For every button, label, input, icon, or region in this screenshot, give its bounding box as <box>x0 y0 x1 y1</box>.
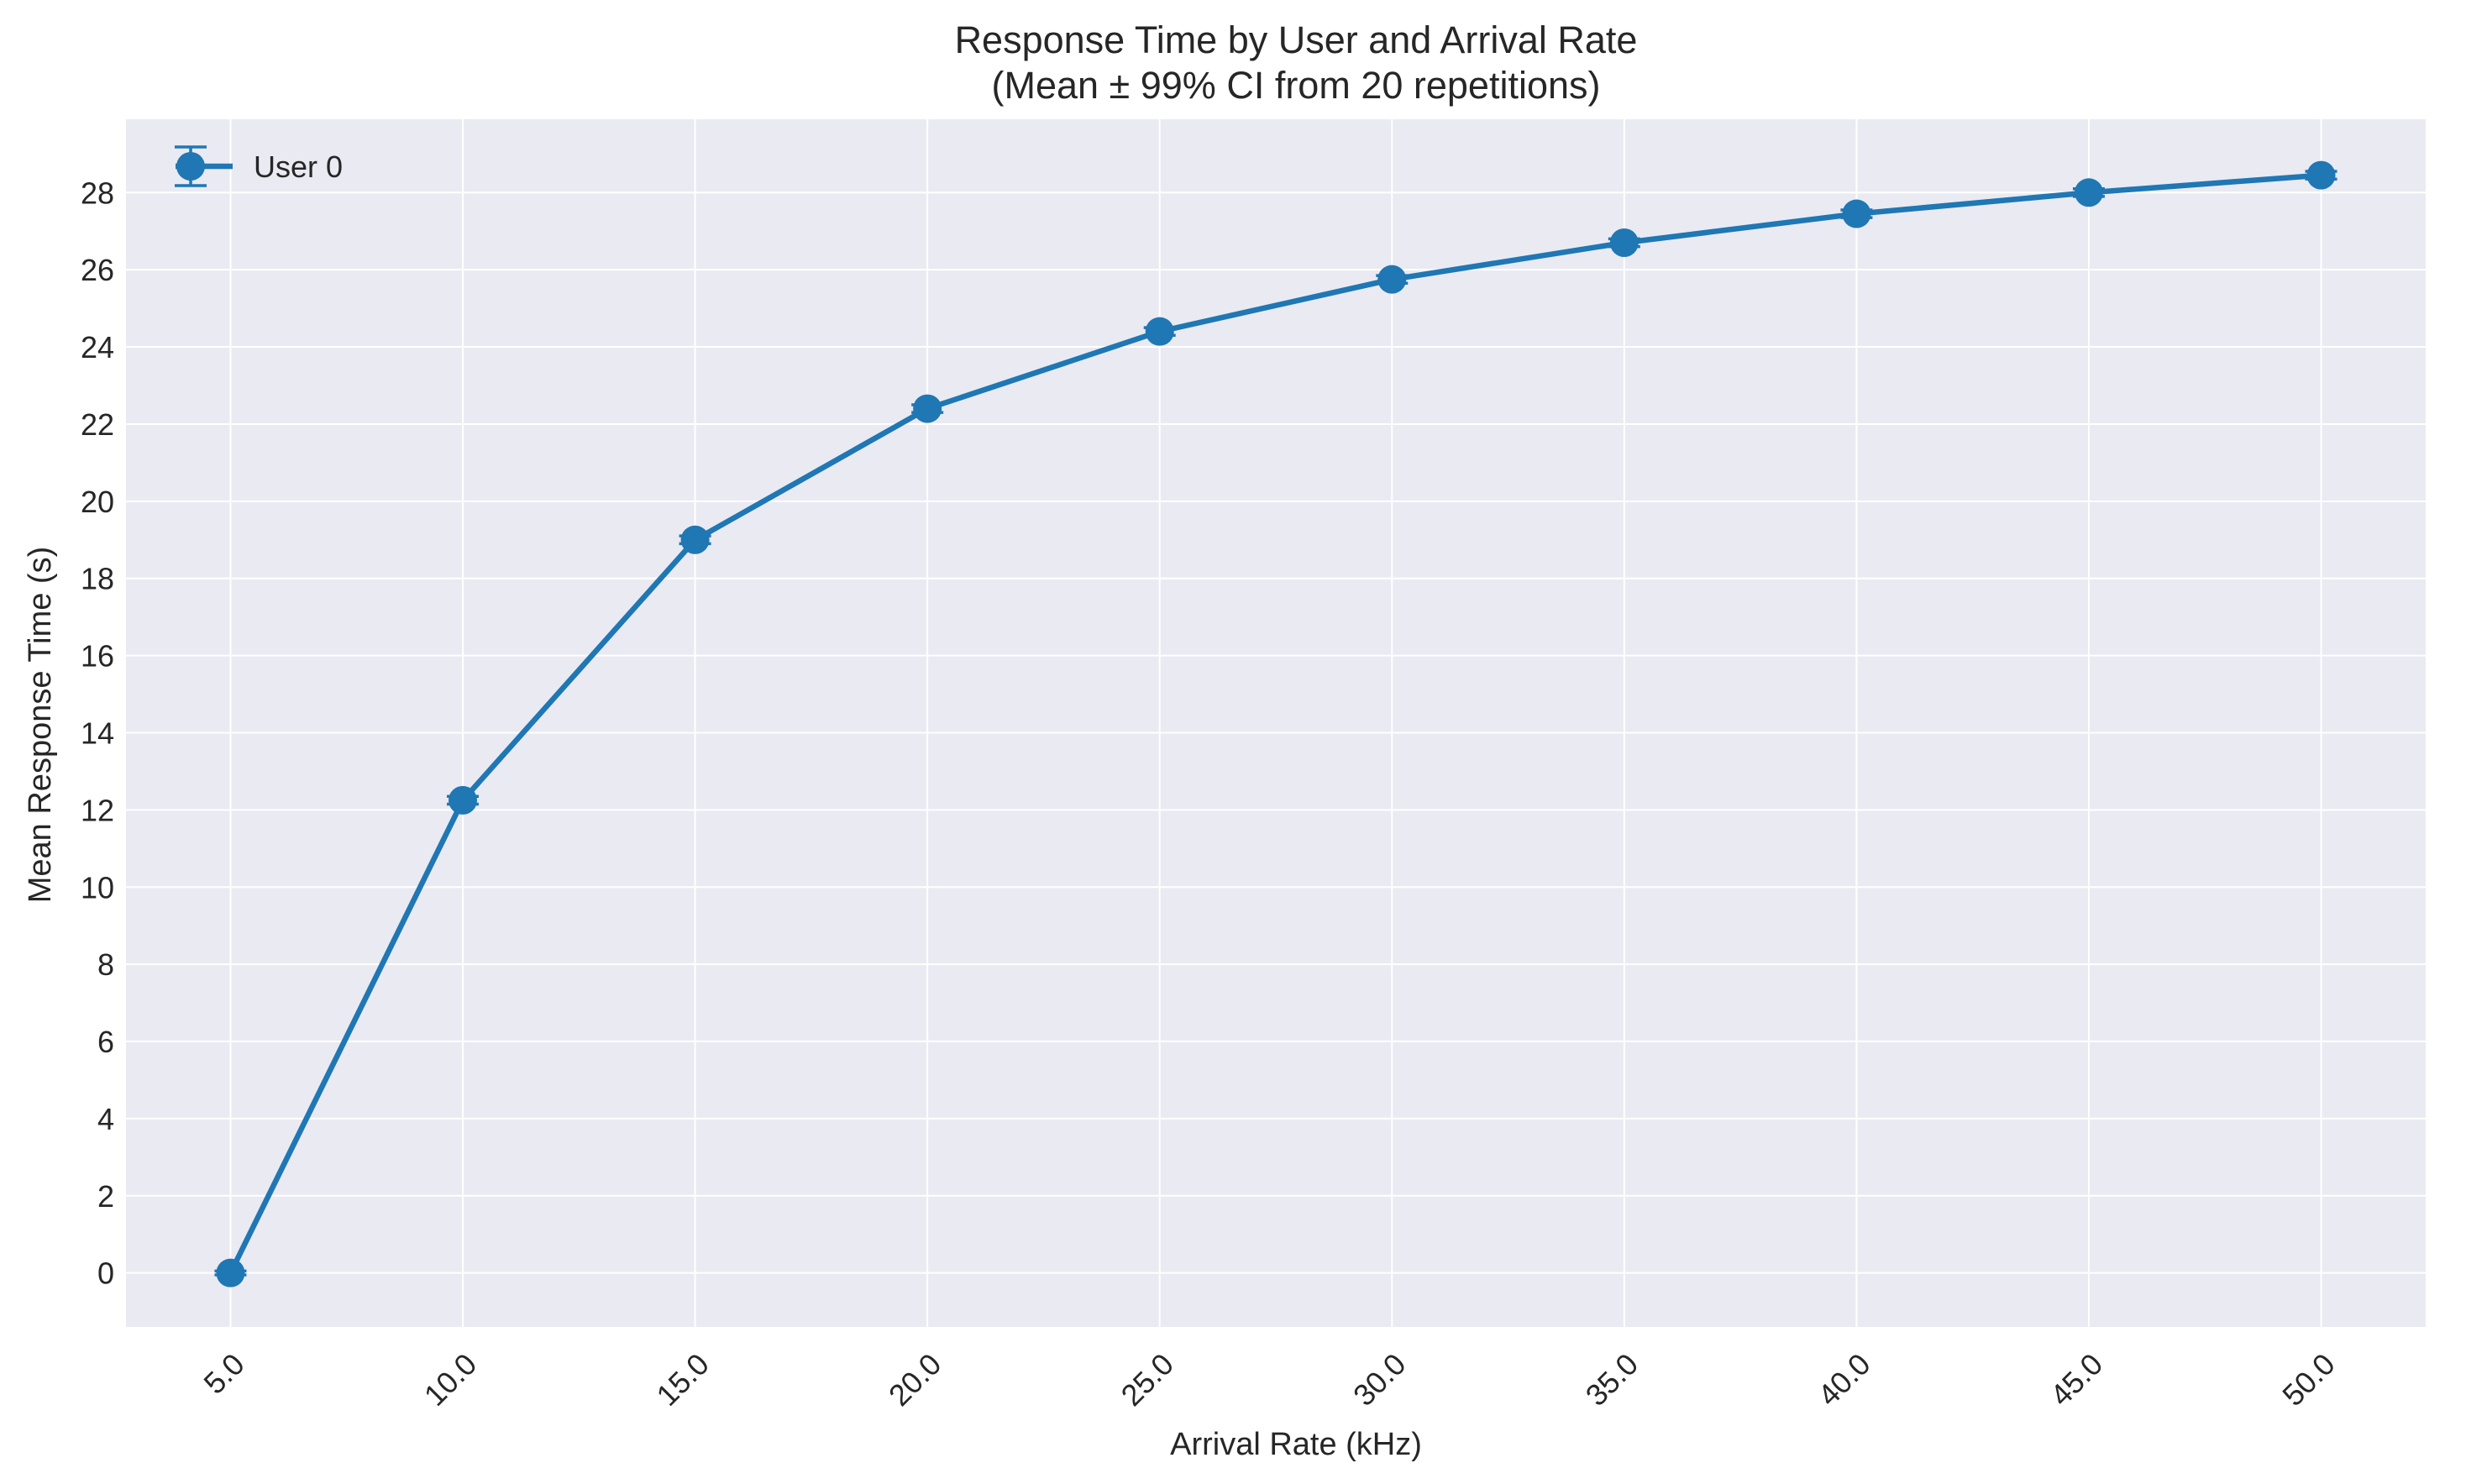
y-tick-label: 16 <box>81 639 114 674</box>
y-tick-label: 8 <box>97 947 114 982</box>
y-tick-label: 0 <box>97 1256 114 1291</box>
grid <box>126 119 2426 1327</box>
data-point <box>216 1258 245 1287</box>
y-tick-label: 28 <box>81 176 114 210</box>
y-tick-label: 26 <box>81 253 114 287</box>
series-line <box>228 172 2324 1276</box>
y-tick-label: 22 <box>81 407 114 442</box>
y-tick-label: 18 <box>81 562 114 596</box>
x-axis-label: Arrival Rate (kHz) <box>1170 1427 1422 1462</box>
data-point <box>1609 228 1639 258</box>
data-point <box>1377 265 1407 294</box>
data-point <box>2306 160 2336 190</box>
legend-label-user-0: User 0 <box>254 149 343 184</box>
y-axis-label: Mean Response Time (s) <box>23 547 58 904</box>
data-point <box>2074 178 2103 207</box>
y-tick-label: 4 <box>97 1102 114 1136</box>
chart-subtitle: (Mean ± 99% CI from 20 repetitions) <box>992 64 1601 107</box>
y-tick-label: 6 <box>97 1025 114 1059</box>
legend: User 0 <box>175 145 343 187</box>
legend-marker <box>176 152 205 181</box>
data-point <box>913 394 942 423</box>
chart-title: Response Time by User and Arrival Rate <box>955 18 1638 61</box>
data-point <box>1842 199 1871 228</box>
y-tick-label: 2 <box>97 1179 114 1214</box>
y-tick-label: 10 <box>81 870 114 905</box>
data-point <box>680 525 710 554</box>
y-tick-label: 12 <box>81 793 114 827</box>
plot-area <box>126 119 2426 1327</box>
data-point <box>1145 317 1174 346</box>
y-tick-label: 20 <box>81 485 114 519</box>
series-group <box>214 160 2337 1287</box>
y-tick-label: 24 <box>81 330 114 364</box>
data-point <box>449 785 478 815</box>
y-tick-label: 14 <box>81 716 114 750</box>
